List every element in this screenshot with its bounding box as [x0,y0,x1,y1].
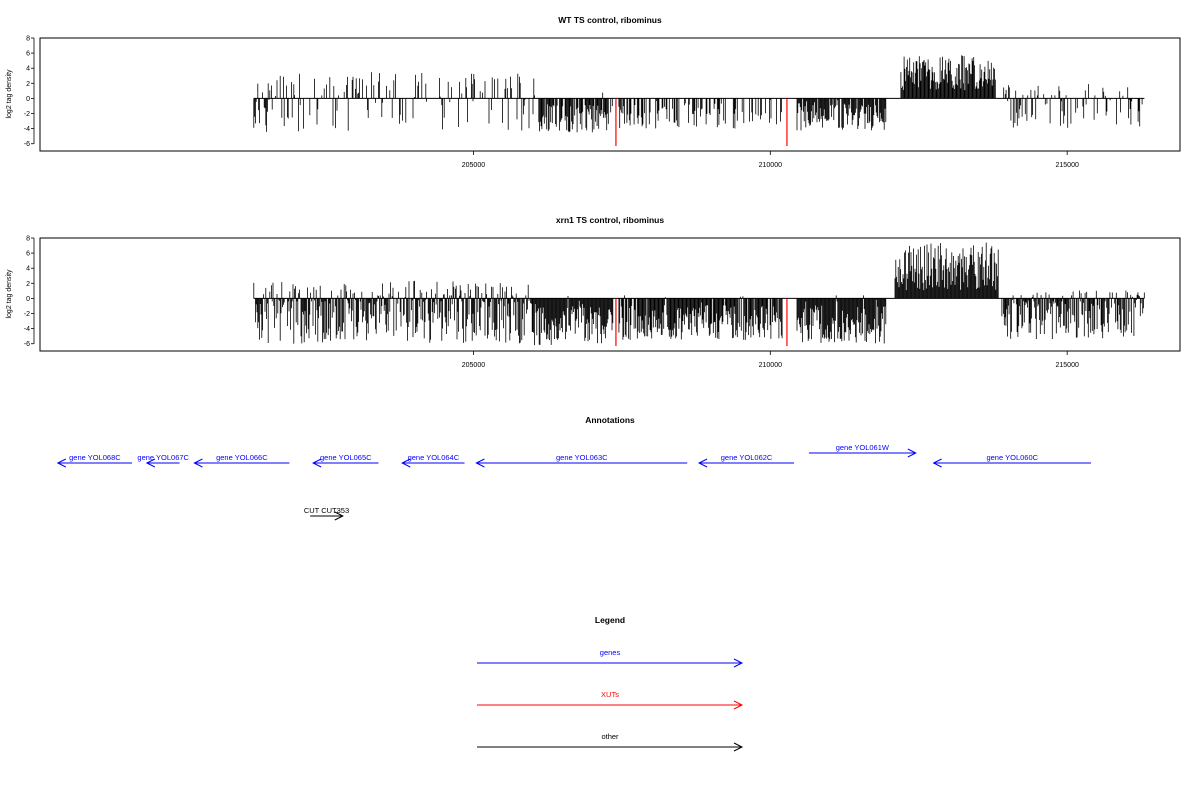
gene-feature-arrowhead [697,458,708,468]
gene-label: gene YOL067C [137,453,189,462]
annotations-title: Annotations [585,415,635,425]
y-tick-label: 4 [26,66,30,73]
xrn1-x-axis: 205000 210000 215000 [462,350,1079,369]
gene-feature: gene YOL068C [56,453,133,468]
gene-feature-arrowhead [401,458,411,468]
xrn1-track-title: xrn1 TS control, ribominus [556,215,664,225]
y-tick-label: 6 [26,251,30,258]
wt-track-panel: WT TS control, ribominus 8 6 4 2 0 -2 -4 -6 205… [6,15,1181,169]
wt-x-axis: 205000 210000 215000 [462,150,1079,169]
gene-feature: gene YOL063C [475,453,688,468]
y-tick-label: -2 [24,111,30,118]
annotations-track: Annotations gene YOL068C gene YOL067C gene… [56,415,1091,521]
y-tick-label: 0 [26,296,30,303]
gene-label: gene YOL062C [721,453,773,462]
xrn1-track-panel: xrn1 TS control, ribominus 8 6 4 2 0 -2 -4 -6 2… [6,215,1181,369]
xrn1-xut-markers [615,298,788,346]
xrn1-y-axis: 8 6 4 2 0 -2 -4 -6 [24,236,35,348]
legend-label: genes [600,648,621,657]
xrn1-plot-frame [39,237,1181,352]
x-tick-label: 215000 [1056,162,1079,169]
gene-feature-arrowhead [475,458,485,468]
x-tick-label: 205000 [462,162,485,169]
legend-entry-arrowhead [733,700,744,710]
legend-entry-arrowhead [733,742,744,752]
gene-feature-arrowhead [193,458,203,468]
gene-feature: gene YOL062C [697,453,795,468]
gene-label: gene YOL061W [836,443,890,452]
y-tick-label: 6 [26,51,30,58]
y-tick-label: -2 [24,311,30,318]
legend-entry: XUTs [477,690,744,710]
gene-label: gene YOL066C [216,453,268,462]
gene-feature-arrowhead [56,458,67,468]
gene-feature: gene YOL065C [312,453,379,468]
legend-label: other [601,732,619,741]
x-tick-label: 215000 [1056,362,1079,369]
gene-feature: gene YOL060C [932,453,1091,468]
xrn1-y-axis-label: log2 tag density [6,269,13,319]
wt-track-title: WT TS control, ribominus [558,15,662,25]
other-feature-label: CUT CUT353 [304,506,349,515]
legend-label: XUTs [601,690,619,699]
gene-feature-arrowhead [145,458,156,468]
x-tick-label: 210000 [759,362,782,369]
wt-y-axis-label: log2 tag density [6,69,13,119]
gene-label: gene YOL065C [320,453,372,462]
legend-entry: other [477,732,744,752]
legend-title: Legend [595,615,625,625]
y-tick-label: -4 [24,326,30,333]
gene-feature-arrowhead [932,458,942,468]
y-tick-label: 4 [26,266,30,273]
y-tick-label: 2 [26,281,30,288]
wt-y-axis: 8 6 4 2 0 -2 -4 -6 [24,36,35,148]
other-feature: CUT CUT353 [304,506,349,521]
gene-feature-arrowhead [312,458,322,468]
gene-label: gene YOL064C [408,453,460,462]
gene-feature: gene YOL066C [193,453,290,468]
gene-feature-arrowhead [907,448,917,458]
wt-density-bars [253,55,1143,133]
legend-entry-arrowhead [733,658,744,668]
y-tick-label: 0 [26,96,30,103]
legend: Legend genes XUTs other [477,615,744,752]
legend-items: genes XUTs other [477,648,744,752]
wt-xut-markers [615,98,788,146]
x-tick-label: 205000 [462,362,485,369]
gene-label: gene YOL060C [986,453,1038,462]
legend-entry: genes [477,648,744,668]
gene-feature: gene YOL067C [137,453,190,468]
gene-feature: gene YOL064C [401,453,465,468]
gene-label: gene YOL068C [69,453,121,462]
y-tick-label: 2 [26,81,30,88]
y-tick-label: 8 [26,236,30,243]
y-tick-label: 8 [26,36,30,43]
y-tick-label: -6 [24,341,30,348]
xrn1-density-bars [253,242,1145,346]
gene-feature: gene YOL061W [808,443,917,458]
y-tick-label: -4 [24,126,30,133]
gene-label: gene YOL063C [556,453,608,462]
annotation-features: gene YOL068C gene YOL067C gene YOL066C gene… [56,443,1091,521]
other-feature-arrowhead [334,511,344,521]
x-tick-label: 210000 [759,162,782,169]
y-tick-label: -6 [24,141,30,148]
